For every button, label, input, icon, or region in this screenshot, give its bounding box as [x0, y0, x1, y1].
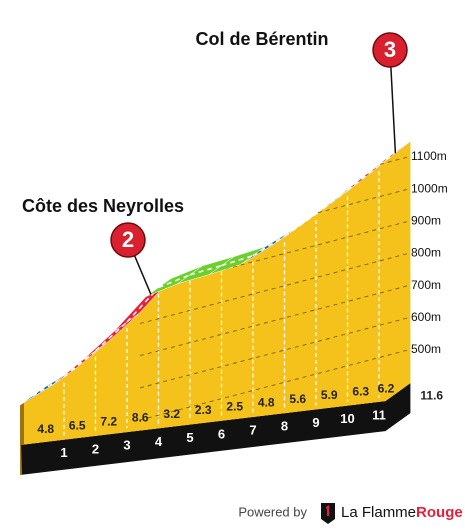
- km-label: 7: [249, 422, 256, 437]
- distance-total: 11.6: [420, 388, 443, 402]
- segment-center: [221, 254, 254, 267]
- gradient-label: 2.3: [195, 403, 212, 417]
- km-label: 11: [372, 407, 386, 422]
- gradient-label: 6.5: [69, 418, 86, 432]
- logo-icon-mark: [326, 505, 329, 516]
- y-tick-label: 800m: [411, 246, 441, 260]
- climb-number: 3: [384, 37, 396, 62]
- km-label: 6: [218, 426, 225, 441]
- labels: 1 2 3 4 5 6 7 8 9 10 11 11.6 4.8 6.5 7.2 8.6 3.2 2.3 2.5 4.…: [22, 29, 448, 460]
- segment-center: [252, 235, 285, 257]
- km-label: 8: [281, 419, 288, 434]
- km-label: 10: [340, 411, 354, 426]
- segment-center: [284, 213, 317, 238]
- profile-top: [19, 141, 411, 421]
- y-tick-label: 1000m: [411, 181, 448, 195]
- gradient-label: 4.8: [37, 422, 54, 436]
- powered-by: Powered by: [238, 504, 307, 519]
- climb-name: Col de Bérentin: [195, 29, 328, 49]
- km-label: 5: [186, 430, 193, 445]
- segment-center: [347, 164, 380, 191]
- km-label: 1: [60, 445, 67, 460]
- y-tick-label: 1100m: [411, 149, 447, 163]
- gradient-label: 7.2: [100, 415, 117, 429]
- altitude-grid-line: [139, 220, 409, 292]
- profile-face: [20, 141, 411, 445]
- altitude-grid-line: [139, 317, 409, 389]
- segment-center: [315, 189, 348, 215]
- km-label: 2: [92, 441, 99, 456]
- profile-body: [20, 141, 411, 475]
- altitude-grid-line: [139, 285, 409, 357]
- brand-bold: Rouge: [416, 504, 463, 521]
- y-tick-label: 500m: [411, 342, 441, 356]
- gradient-label: 8.6: [132, 411, 149, 425]
- climb-marker: [372, 32, 408, 68]
- gradient-label: 6.3: [352, 384, 369, 398]
- gradient-label: 4.8: [258, 396, 275, 410]
- climb-marker: [110, 222, 146, 258]
- segment-center: [158, 274, 191, 289]
- km-label: 3: [123, 438, 130, 453]
- brand-light: La Flamme: [341, 504, 416, 521]
- segment-center: [94, 321, 128, 352]
- climb-name: Côte des Neyrolles: [22, 196, 184, 216]
- segment-center: [63, 350, 96, 378]
- gradient-label: 5.6: [289, 392, 306, 406]
- altitude-grid-line: [139, 253, 409, 324]
- brand: La FlammeRouge: [341, 504, 463, 521]
- base: [20, 383, 411, 475]
- altitude-grid-line: [139, 349, 409, 421]
- y-tick-label: 700m: [411, 278, 441, 292]
- gradient-label: 6.2: [378, 381, 395, 395]
- gradient-label: 5.9: [321, 388, 338, 402]
- climb-number: 2: [122, 227, 134, 252]
- segment-center: [189, 264, 222, 276]
- gradient-label: 2.5: [226, 399, 243, 413]
- km-label: 9: [312, 415, 319, 430]
- start-cap: [20, 403, 24, 445]
- y-tick-label: 600m: [411, 310, 441, 324]
- gradient-label: 3.2: [163, 407, 180, 421]
- y-tick-label: 900m: [411, 214, 441, 228]
- km-label: 4: [155, 434, 163, 449]
